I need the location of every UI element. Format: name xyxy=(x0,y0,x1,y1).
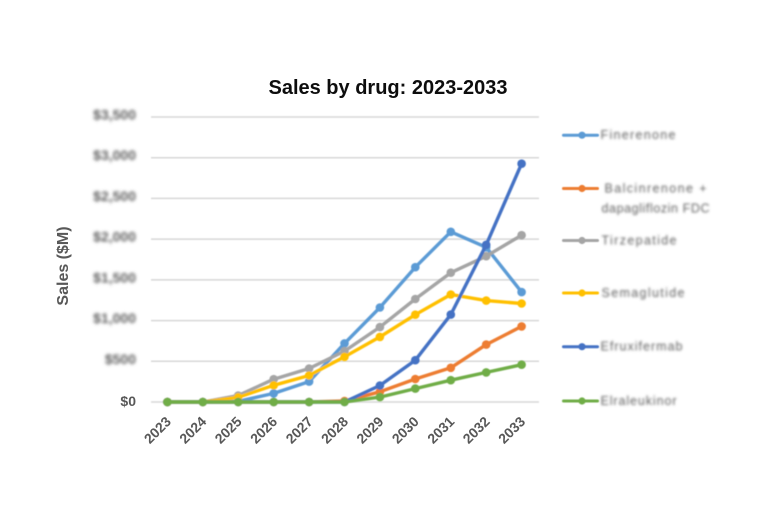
svg-text:$1,500: $1,500 xyxy=(93,269,136,285)
svg-text:Semaglutide: Semaglutide xyxy=(602,286,685,300)
svg-text:Balcinrenone +: Balcinrenone + xyxy=(605,182,707,196)
svg-text:dapagliflozin FDC: dapagliflozin FDC xyxy=(602,201,710,215)
svg-text:Sales ($M): Sales ($M) xyxy=(55,226,72,305)
svg-text:$2,500: $2,500 xyxy=(93,188,136,204)
svg-text:$3,500: $3,500 xyxy=(93,107,136,123)
svg-text:$2,000: $2,000 xyxy=(93,229,136,245)
svg-text:Elraleukinor: Elraleukinor xyxy=(601,394,677,408)
svg-text:Finerenone: Finerenone xyxy=(601,128,676,142)
svg-text:$0: $0 xyxy=(120,393,136,409)
svg-text:$3,000: $3,000 xyxy=(93,147,136,163)
svg-text:Sales by drug: 2023-2033: Sales by drug: 2023-2033 xyxy=(268,77,507,99)
svg-text:Tirzepatide: Tirzepatide xyxy=(602,234,677,248)
svg-text:Efruxifermab: Efruxifermab xyxy=(601,340,683,354)
svg-text:$500: $500 xyxy=(105,351,136,367)
svg-text:$1,000: $1,000 xyxy=(93,310,136,326)
